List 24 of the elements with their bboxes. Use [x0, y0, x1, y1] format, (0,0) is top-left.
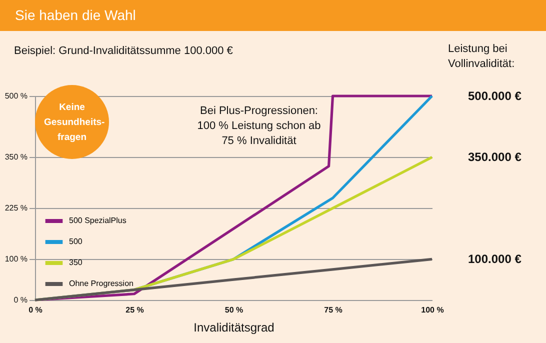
- legend-label: 500 SpezialPlus: [69, 216, 126, 225]
- x-tick-label: 0 %: [28, 306, 42, 314]
- x-tick-label: 25 %: [126, 306, 144, 314]
- legend-label: 500: [69, 237, 83, 246]
- x-tick-label: 100 %: [421, 306, 444, 314]
- legend-label: 350: [69, 258, 83, 267]
- annotation: Bei Plus-Progressionen: 100 % Leistung schon ab 75 % Invalidität: [196, 104, 322, 149]
- x-axis-title: Invaliditätsgrad: [194, 320, 274, 334]
- text: 500.000 €: [468, 89, 522, 104]
- annotation: Keine Gesundheits-fragen: [44, 100, 105, 144]
- y-tick-label: 225 %: [4, 204, 28, 213]
- chart-title: Sie haben die Wahl: [0, 0, 546, 31]
- badge: Keine Gesundheits-fragen: [35, 85, 109, 159]
- y-tick-label: 350 %: [4, 152, 28, 162]
- y-tick-label: 100 %: [4, 254, 28, 264]
- legend-label: Ohne Progression: [69, 279, 134, 288]
- text: Beispiel: Grund-Invaliditätssumme 100.000 €: [14, 44, 234, 59]
- x-tick-label: 50 %: [224, 306, 244, 314]
- text: 350.000 €: [468, 150, 522, 165]
- x-tick-label: 75 %: [324, 306, 342, 314]
- text: 100.000 €: [468, 252, 522, 267]
- y-tick-label: 0 %: [14, 296, 28, 304]
- y-tick-label: 500 %: [4, 92, 28, 100]
- text: Leistung bei Vollinvalidität:: [448, 42, 516, 72]
